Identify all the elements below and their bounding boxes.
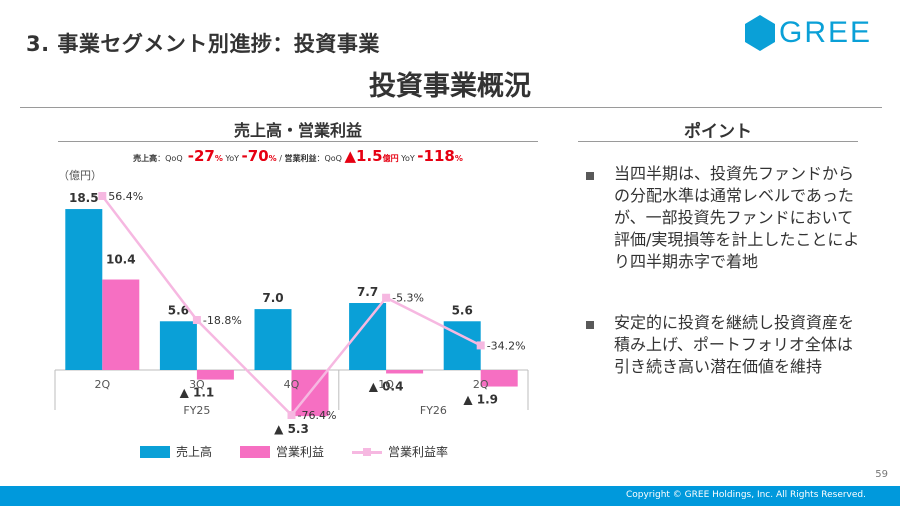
- margin-marker: [382, 293, 391, 302]
- chart-header: 売上高・営業利益: [233, 121, 362, 140]
- operating-profit-value-label: 10.4: [106, 253, 136, 267]
- sales-bar: [159, 321, 197, 370]
- footer-bar: Copyright © GREE Holdings, Inc. All Righ…: [0, 486, 900, 506]
- title-divider: [20, 107, 882, 108]
- point-item: 当四半期は、投資先ファンドからの分配水準は通常レベルであったが、一部投資先ファン…: [586, 163, 864, 273]
- legend-swatch-sales: [140, 445, 170, 458]
- legend-item-sales: 売上高: [140, 443, 212, 460]
- margin-marker: [98, 192, 107, 200]
- summary-sales-label: 売上高: [133, 154, 158, 163]
- gree-logo: GREE: [744, 14, 879, 54]
- operating-profit-bar: [386, 370, 424, 374]
- sales-value-label: 5.6: [168, 303, 189, 317]
- legend-item-margin: 営業利益率: [352, 443, 448, 460]
- margin-value-label: 56.4%: [108, 190, 143, 203]
- bullet-square-icon: [586, 321, 594, 329]
- fiscal-year-label: FY25: [183, 404, 210, 417]
- margin-marker: [476, 341, 485, 350]
- copyright: Copyright © GREE Holdings, Inc. All Righ…: [625, 490, 866, 500]
- summary-sales-yoy-value: -70: [241, 147, 269, 165]
- sales-bar: [65, 209, 103, 370]
- operating-profit-bar: [102, 279, 140, 370]
- margin-value-label: -5.3%: [392, 292, 424, 305]
- summary-op-qoq-unit: 億円: [382, 154, 399, 163]
- summary-sales-qoq-unit: %: [214, 154, 223, 163]
- margin-marker: [287, 411, 296, 419]
- legend-label-sales: 売上高: [176, 445, 213, 459]
- hexagon-logo-icon: [745, 15, 775, 51]
- margin-value-label: -76.4%: [298, 409, 337, 422]
- page-title: 投資事業概況: [369, 71, 531, 102]
- summary-sales-yoy-unit: %: [268, 154, 277, 163]
- y-unit-label: （億円）: [58, 169, 102, 182]
- summary-sales-qoq-value: -27: [187, 147, 215, 165]
- chart-legend: 売上高 営業利益 営業利益率: [140, 443, 476, 460]
- margin-marker: [192, 316, 201, 325]
- sales-value-label: 7.7: [357, 285, 378, 299]
- x-tick-label: 3Q: [189, 378, 205, 391]
- margin-value-label: -18.8%: [203, 314, 242, 327]
- legend-swatch-operating-profit: [240, 445, 271, 458]
- legend-label-margin: 営業利益率: [388, 445, 449, 459]
- sales-value-label: 7.0: [262, 291, 283, 305]
- summary-op-label: 営業利益: [284, 154, 317, 163]
- point-text: 当四半期は、投資先ファンドからの分配水準は通常レベルであったが、一部投資先ファン…: [614, 164, 860, 271]
- x-tick-label: 2Q: [473, 378, 489, 391]
- x-tick-label: 2Q: [94, 378, 110, 391]
- section-title: 3. 事業セグメント別進捗：投資事業: [26, 32, 380, 56]
- operating-profit-value-label: ▲ 5.3: [274, 422, 309, 436]
- summary-op-qoq-value: ▲1.5: [344, 147, 383, 165]
- margin-value-label: -34.2%: [487, 339, 526, 352]
- operating-profit-bar: [480, 370, 518, 387]
- chart-summary: 売上高：QoQ -27% YoY -70% / 営業利益：QoQ ▲1.5億円 …: [58, 146, 538, 165]
- summary-op-yoy-label: YoY: [398, 154, 418, 163]
- summary-op-yoy-unit: %: [454, 154, 463, 163]
- point-text: 安定的に投資を継続し投資資産を積み上げ、ポートフォリオ全体は引き続き高い潜在価値…: [614, 313, 855, 376]
- points-header-divider: [578, 141, 858, 142]
- bullet-square-icon: [586, 172, 594, 180]
- operating-profit-value-label: ▲ 1.9: [463, 393, 498, 407]
- legend-label-operating-profit: 営業利益: [276, 445, 325, 459]
- sales-bar: [254, 309, 292, 370]
- point-item: 安定的に投資を継続し投資資産を積み上げ、ポートフォリオ全体は引き続き高い潜在価値…: [586, 312, 864, 378]
- fiscal-year-label: FY26: [420, 404, 447, 417]
- summary-op-yoy-value: -118: [417, 147, 455, 165]
- summary-divider: /: [276, 154, 285, 163]
- summary-sales-yoy-label: YoY: [222, 154, 242, 163]
- sales-value-label: 18.5: [69, 191, 99, 205]
- x-tick-label: 4Q: [284, 378, 300, 391]
- sales-value-label: 5.6: [452, 303, 473, 317]
- legend-swatch-margin: [352, 446, 383, 458]
- page-number: 59: [875, 469, 888, 480]
- operating-profit-bar: [196, 370, 234, 380]
- summary-op-qoq-label: ：QoQ: [316, 154, 345, 163]
- points-header: ポイント: [684, 122, 752, 142]
- x-tick-label: 1Q: [378, 378, 394, 391]
- operating-profit-value-label: ▲ 0.4: [369, 379, 404, 393]
- operating-profit-value-label: ▲ 1.1: [180, 386, 215, 400]
- summary-sales-qoq-label: ：QoQ: [157, 154, 183, 163]
- logo-text: GREE: [779, 16, 873, 49]
- chart-header-divider: [58, 141, 538, 142]
- legend-item-operating-profit: 営業利益: [240, 443, 324, 460]
